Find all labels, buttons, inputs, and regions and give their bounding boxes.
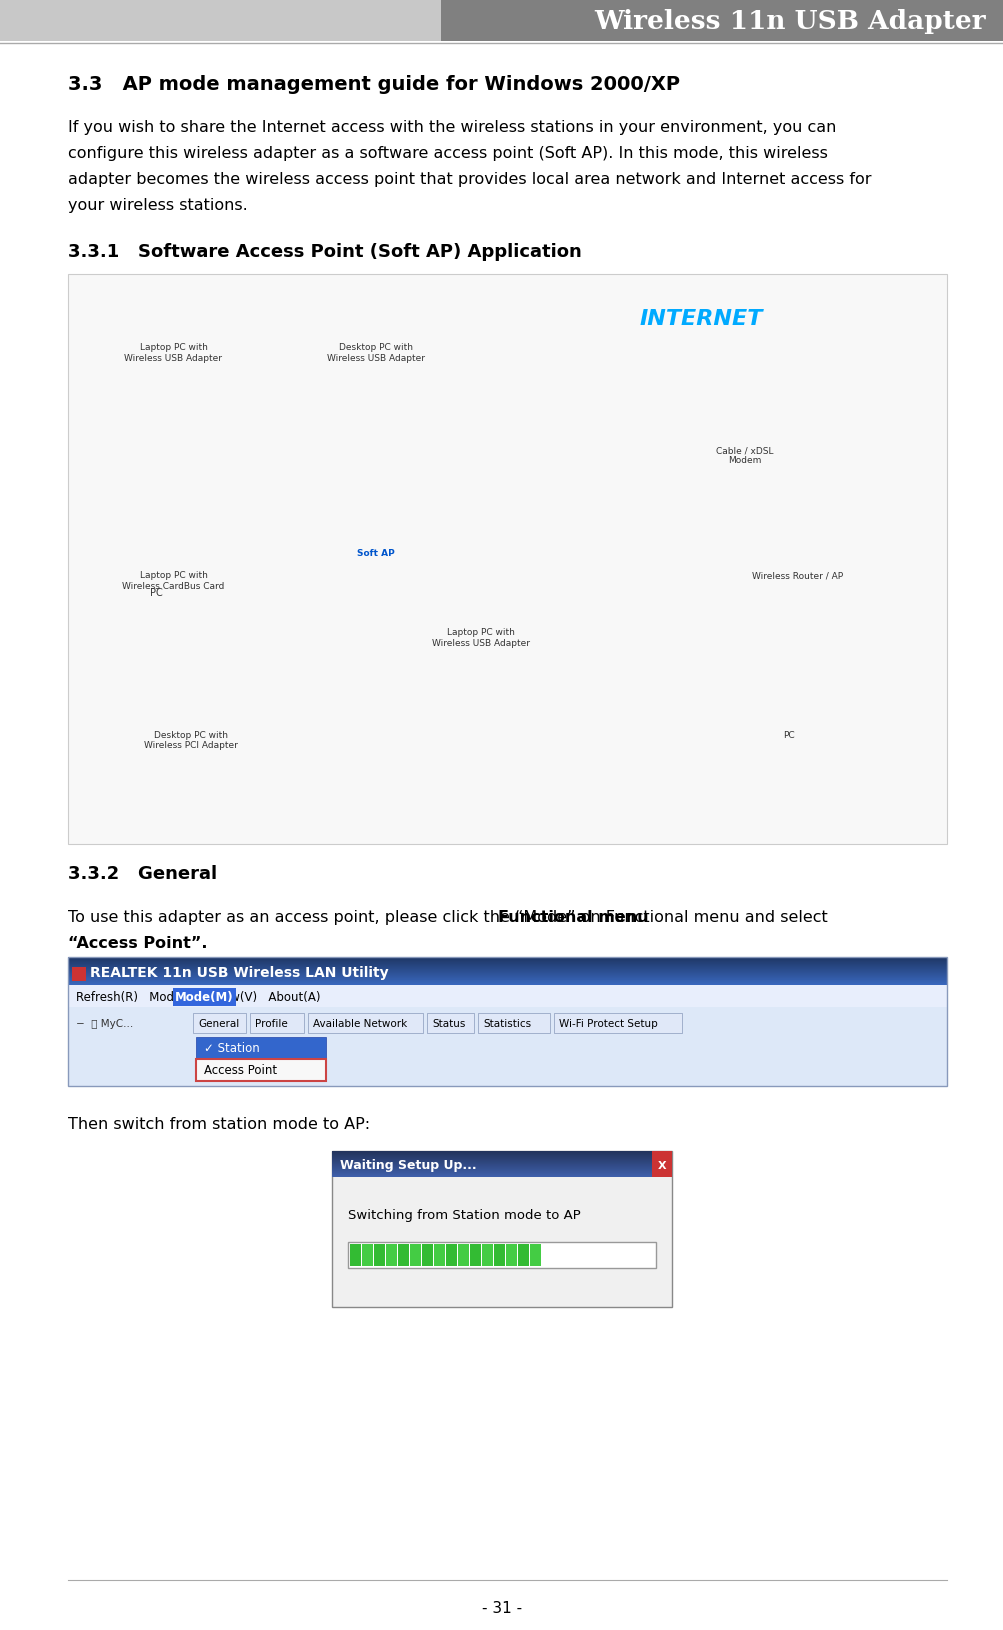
Text: PC: PC xyxy=(782,730,793,740)
Text: adapter becomes the wireless access point that provides local area network and I: adapter becomes the wireless access poin… xyxy=(68,171,871,187)
Bar xyxy=(433,1244,444,1267)
Text: X: X xyxy=(657,1161,666,1170)
Text: Cable / xDSL
Modem: Cable / xDSL Modem xyxy=(715,445,772,465)
Bar xyxy=(68,275,946,844)
Text: If you wish to share the Internet access with the wireless stations in your envi: If you wish to share the Internet access… xyxy=(68,121,835,135)
Text: Wi-Fi Protect Setup: Wi-Fi Protect Setup xyxy=(559,1019,658,1029)
Text: Laptop PC with
Wireless USB Adapter: Laptop PC with Wireless USB Adapter xyxy=(124,344,223,362)
Bar xyxy=(68,986,946,1007)
Bar xyxy=(493,1244,505,1267)
Text: - 31 -: - 31 - xyxy=(481,1601,522,1615)
Bar xyxy=(193,1014,246,1033)
Bar xyxy=(68,1011,946,1033)
Text: Mode(M): Mode(M) xyxy=(175,991,234,1004)
Bar xyxy=(350,1244,361,1267)
Text: Statistics: Statistics xyxy=(482,1019,531,1029)
Text: Status: Status xyxy=(431,1019,465,1029)
Text: “Access Point”.: “Access Point”. xyxy=(68,936,208,950)
Text: Laptop PC with
Wireless CardBus Card: Laptop PC with Wireless CardBus Card xyxy=(122,570,225,590)
Text: Refresh(R)   Mode(M)   View(V)   About(A): Refresh(R) Mode(M) View(V) About(A) xyxy=(76,991,320,1004)
Text: Profile: Profile xyxy=(255,1019,288,1029)
Text: 3.3.2   General: 3.3.2 General xyxy=(68,864,217,882)
Text: Soft AP: Soft AP xyxy=(356,548,394,557)
Bar xyxy=(362,1244,373,1267)
Text: ✓ Station: ✓ Station xyxy=(204,1042,260,1055)
Bar xyxy=(518,1244,529,1267)
Bar xyxy=(72,968,86,981)
Bar xyxy=(250,1014,304,1033)
Bar xyxy=(0,0,440,42)
Bar xyxy=(481,1244,492,1267)
Bar xyxy=(374,1244,384,1267)
Bar xyxy=(332,1151,671,1177)
Bar xyxy=(469,1244,480,1267)
Text: Switching from Station mode to AP: Switching from Station mode to AP xyxy=(348,1209,580,1222)
Bar xyxy=(68,957,946,1086)
Bar xyxy=(554,1014,681,1033)
Bar xyxy=(397,1244,408,1267)
Bar xyxy=(308,1014,423,1033)
Bar xyxy=(68,1007,946,1086)
Bar xyxy=(421,1244,432,1267)
Bar xyxy=(426,1014,474,1033)
Text: Wireless 11n USB Adapter: Wireless 11n USB Adapter xyxy=(594,8,985,34)
Text: Available Network: Available Network xyxy=(313,1019,406,1029)
Text: Desktop PC with
Wireless USB Adapter: Desktop PC with Wireless USB Adapter xyxy=(326,344,424,362)
Bar xyxy=(477,1014,550,1033)
Text: your wireless stations.: your wireless stations. xyxy=(68,197,248,214)
Bar xyxy=(196,1060,326,1081)
Bar xyxy=(530,1244,541,1267)
Bar xyxy=(196,1037,326,1060)
Bar xyxy=(506,1244,517,1267)
Text: General: General xyxy=(198,1019,239,1029)
Text: Functional menu: Functional menu xyxy=(497,910,648,924)
Text: To use this adapter as an access point, please click the “Mode” on Functional me: To use this adapter as an access point, … xyxy=(68,910,826,924)
Bar xyxy=(348,1242,655,1268)
Text: Waiting Setup Up...: Waiting Setup Up... xyxy=(340,1159,476,1172)
Text: Access Point: Access Point xyxy=(204,1064,277,1077)
Bar xyxy=(68,1033,188,1086)
Bar xyxy=(457,1244,468,1267)
Text: Then switch from station mode to AP:: Then switch from station mode to AP: xyxy=(68,1117,370,1131)
Bar xyxy=(68,957,946,986)
Text: −  💻 MyC...: − 💻 MyC... xyxy=(76,1019,133,1029)
Text: INTERNET: INTERNET xyxy=(639,310,762,329)
Bar xyxy=(440,0,1003,42)
Bar xyxy=(385,1244,396,1267)
Text: 3.3.1   Software Access Point (Soft AP) Application: 3.3.1 Software Access Point (Soft AP) Ap… xyxy=(68,243,581,261)
Bar xyxy=(651,1151,671,1177)
Bar xyxy=(445,1244,456,1267)
Text: 3.3   AP mode management guide for Windows 2000/XP: 3.3 AP mode management guide for Windows… xyxy=(68,75,679,95)
Text: PC: PC xyxy=(149,588,162,598)
Text: configure this wireless adapter as a software access point (Soft AP). In this mo: configure this wireless adapter as a sof… xyxy=(68,147,827,161)
Text: REALTEK 11n USB Wireless LAN Utility: REALTEK 11n USB Wireless LAN Utility xyxy=(90,965,388,980)
Bar xyxy=(409,1244,420,1267)
Bar xyxy=(332,1151,671,1307)
Text: Laptop PC with
Wireless USB Adapter: Laptop PC with Wireless USB Adapter xyxy=(431,628,530,647)
Text: Desktop PC with
Wireless PCI Adapter: Desktop PC with Wireless PCI Adapter xyxy=(144,730,238,750)
Text: Wireless Router / AP: Wireless Router / AP xyxy=(751,570,843,580)
